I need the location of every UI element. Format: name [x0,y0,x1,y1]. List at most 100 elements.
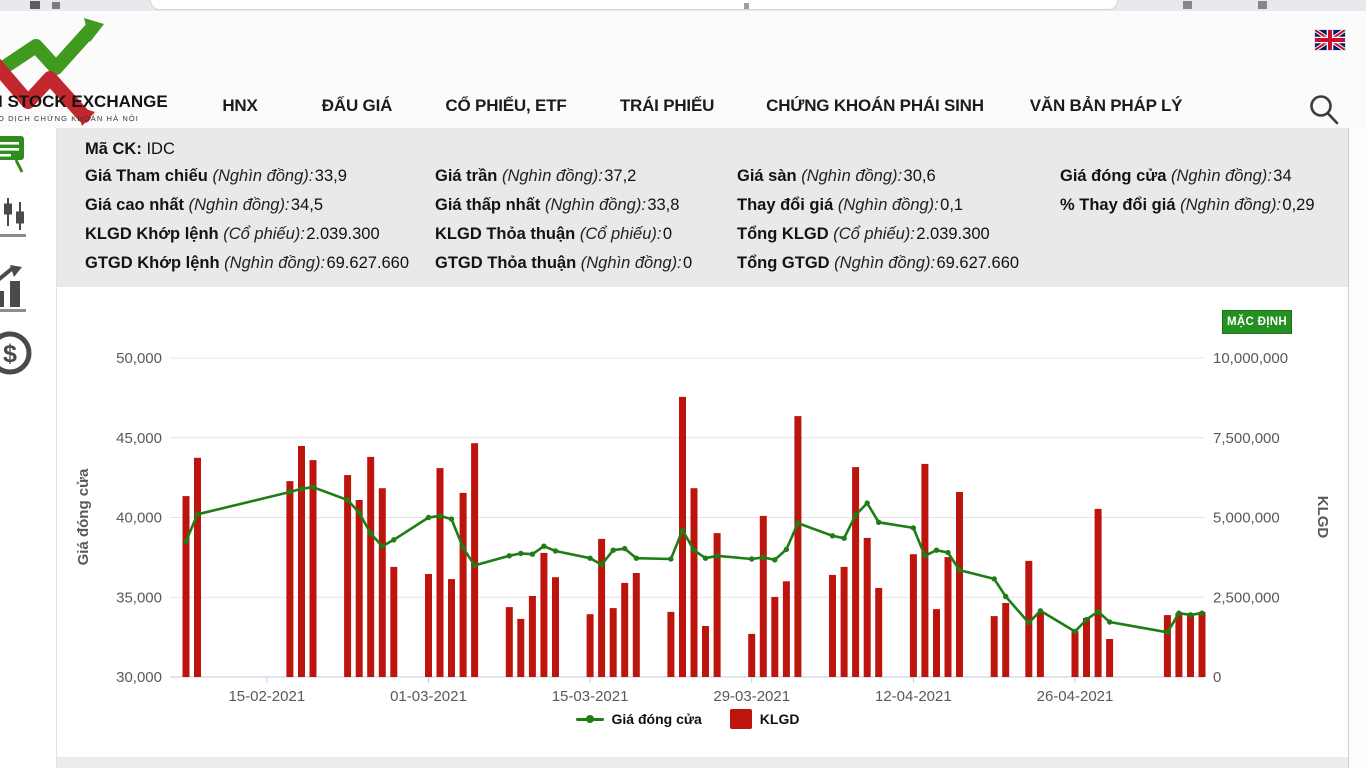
close-price-marker[interactable] [1106,619,1113,625]
close-price-marker[interactable] [922,553,928,559]
volume-bar[interactable] [1025,560,1033,677]
close-price-marker[interactable] [448,516,455,522]
close-price-marker[interactable] [1083,616,1090,623]
volume-bar[interactable] [1071,631,1079,677]
volume-bar[interactable] [840,566,848,677]
close-price-marker[interactable] [298,486,305,492]
volume-bar[interactable] [1198,611,1206,677]
close-price-marker[interactable] [829,533,836,539]
volume-bar[interactable] [378,488,386,677]
close-price-marker[interactable] [310,484,316,490]
browser-extension-icon[interactable] [1183,1,1192,9]
close-price-marker[interactable] [772,557,778,563]
volume-bar[interactable] [679,396,686,677]
close-price-marker[interactable] [668,556,674,562]
volume-bar[interactable] [286,481,294,677]
close-price-marker[interactable] [529,551,536,557]
volume-bar[interactable] [990,616,998,677]
close-price-marker[interactable] [910,525,917,531]
volume-bar[interactable] [448,579,455,677]
volume-bar[interactable] [782,581,790,677]
volume-bar[interactable] [517,618,525,677]
browser-url-bar[interactable] [150,0,1118,10]
close-price-marker[interactable] [425,514,432,521]
close-price-marker[interactable] [541,543,547,549]
close-price-marker[interactable] [194,511,201,517]
close-price-marker[interactable] [379,543,385,549]
volume-bar[interactable] [182,496,190,677]
close-price-marker[interactable] [598,561,605,568]
close-price-marker[interactable] [183,538,189,545]
default-view-button[interactable]: MẶC ĐỊNH [1222,310,1292,334]
chart-canvas[interactable]: 30,000 35,000 40,000 45,000 50,000 0 2,500,000… [57,287,1348,757]
volume-bar[interactable] [621,582,629,677]
volume-bar[interactable] [540,552,548,677]
close-price-marker[interactable] [679,527,686,533]
volume-bar[interactable] [748,633,756,677]
close-price-marker[interactable] [610,547,616,553]
volume-bar[interactable] [921,463,929,677]
volume-bar[interactable] [632,573,640,677]
close-price-marker[interactable] [1164,629,1171,635]
volume-bar[interactable] [552,577,559,677]
close-price-marker[interactable] [471,562,478,569]
volume-bar[interactable] [390,566,398,677]
close-price-marker[interactable] [783,546,790,553]
close-price-marker[interactable] [1187,612,1194,618]
nav-item-2[interactable]: ĐẤU GIÁ [321,96,393,115]
close-price-marker[interactable] [437,513,443,519]
volume-bar[interactable] [471,443,479,677]
volume-bar[interactable] [1175,613,1183,677]
volume-bar[interactable] [459,492,467,677]
volume-bar[interactable] [944,557,952,677]
close-price-marker[interactable] [1026,620,1032,626]
close-price-marker[interactable] [633,555,639,561]
close-price-marker[interactable] [1095,608,1101,615]
volume-bar[interactable] [759,515,767,677]
search-icon[interactable] [1306,83,1342,127]
close-price-marker[interactable] [1176,610,1182,616]
nav-item-4[interactable]: TRÁI PHIẾU [619,96,715,115]
volume-bar[interactable] [436,468,444,677]
close-price-marker[interactable] [749,556,755,562]
uk-flag-icon[interactable] [1313,28,1347,52]
volume-bar[interactable] [909,554,917,677]
volume-bar[interactable] [667,611,675,677]
close-price-marker[interactable] [1003,593,1009,600]
legend-item-close-price[interactable]: Giá đóng cửa [575,711,702,727]
volume-bar[interactable] [598,538,606,677]
close-price-marker[interactable] [368,530,374,537]
close-price-marker[interactable] [691,547,697,553]
volume-bar[interactable] [425,574,432,677]
volume-bar[interactable] [586,614,594,677]
dollar-coin-icon[interactable]: $ [0,328,32,383]
close-price-marker[interactable] [795,520,801,526]
volume-bar[interactable] [863,537,871,677]
close-price-marker[interactable] [356,510,362,516]
volume-bar[interactable] [367,456,375,677]
close-price-marker[interactable] [956,567,963,573]
volume-bar[interactable] [956,492,963,677]
volume-bar[interactable] [528,596,536,677]
bar-chart-arrow-icon[interactable] [0,265,28,318]
close-price-marker[interactable] [933,547,940,553]
close-price-marker[interactable] [702,555,709,561]
close-price-marker[interactable] [852,512,859,518]
volume-bar[interactable] [309,460,317,677]
volume-bar[interactable] [713,533,721,677]
volume-bar[interactable] [1106,639,1114,677]
close-price-marker[interactable] [945,549,951,556]
browser-icon[interactable] [52,2,60,9]
volume-bar[interactable] [1036,611,1044,677]
close-price-marker[interactable] [552,548,559,554]
close-price-marker[interactable] [518,550,524,557]
close-price-marker[interactable] [460,545,466,551]
volume-bar[interactable] [1163,615,1171,677]
close-price-marker[interactable] [1072,628,1078,635]
nav-item-6[interactable]: VĂN BẢN PHÁP LÝ [1029,96,1183,115]
close-price-marker[interactable] [506,553,512,559]
legend-item-volume[interactable]: KLGD [729,709,799,729]
volume-bar[interactable] [1187,614,1194,677]
close-price-marker[interactable] [391,537,397,543]
volume-bar[interactable] [355,500,363,677]
